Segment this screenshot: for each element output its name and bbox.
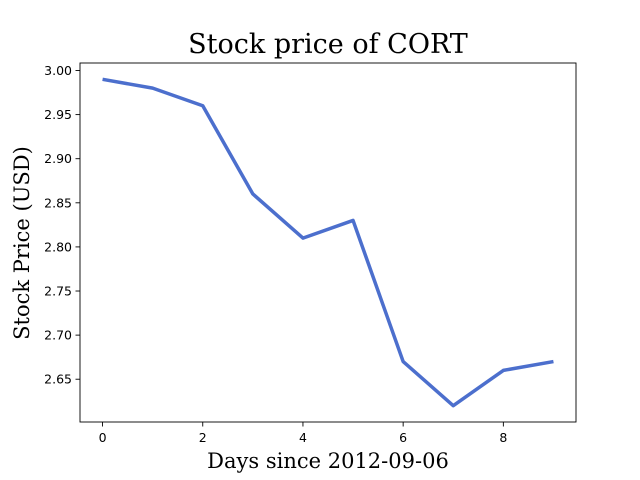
y-tick-label: 2.80 (44, 239, 72, 254)
y-tick-label: 2.65 (44, 372, 72, 387)
plot-area: 0 2 4 6 8 2.65 2.70 2.75 2.80 2.85 2.90 2.95 3.00 (44, 62, 577, 445)
y-tick-label: 2.95 (44, 107, 72, 122)
axes-frame (79, 62, 577, 423)
chart-title: Stock price of CORT (188, 29, 468, 60)
x-axis-label: Days since 2012-09-06 (207, 449, 449, 473)
x-tick-label: 8 (499, 430, 507, 445)
y-tick-label: 2.70 (44, 328, 72, 343)
x-tick-label: 0 (99, 430, 107, 445)
series-line-0 (102, 77, 554, 408)
x-tick-label: 4 (299, 430, 307, 445)
x-tick-label: 6 (399, 430, 407, 445)
y-tick-label: 3.00 (44, 63, 72, 78)
x-tick-label: 2 (199, 430, 207, 445)
y-axis-label: Stock Price (USD) (10, 146, 34, 340)
y-tick-label: 2.90 (44, 151, 72, 166)
y-tick-label: 2.85 (44, 195, 72, 210)
y-tick-label: 2.75 (44, 284, 72, 299)
